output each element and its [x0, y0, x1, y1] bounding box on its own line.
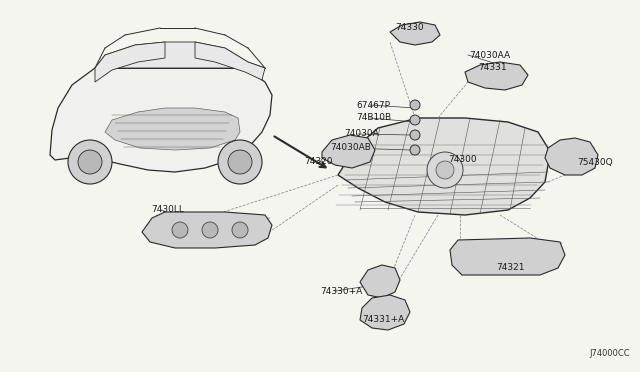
- Polygon shape: [338, 118, 548, 215]
- Polygon shape: [95, 42, 165, 82]
- Circle shape: [436, 161, 454, 179]
- Polygon shape: [105, 108, 240, 150]
- Text: 74030AB: 74030AB: [330, 144, 371, 153]
- Circle shape: [410, 115, 420, 125]
- Circle shape: [427, 152, 463, 188]
- Text: 74330: 74330: [395, 22, 424, 32]
- Circle shape: [78, 150, 102, 174]
- Text: 74B10B: 74B10B: [356, 113, 391, 122]
- Circle shape: [68, 140, 112, 184]
- Circle shape: [172, 222, 188, 238]
- Text: 67467P: 67467P: [356, 100, 390, 109]
- Circle shape: [202, 222, 218, 238]
- Polygon shape: [390, 22, 440, 45]
- Circle shape: [410, 145, 420, 155]
- Polygon shape: [465, 62, 528, 90]
- Text: 74321: 74321: [496, 263, 525, 272]
- Text: 74300: 74300: [448, 155, 477, 164]
- Text: 74030A: 74030A: [344, 129, 379, 138]
- Polygon shape: [50, 55, 272, 172]
- Circle shape: [410, 100, 420, 110]
- Text: 75430Q: 75430Q: [577, 157, 612, 167]
- Polygon shape: [95, 42, 265, 68]
- Text: 74030AA: 74030AA: [469, 51, 510, 60]
- Circle shape: [232, 222, 248, 238]
- Circle shape: [410, 130, 420, 140]
- Polygon shape: [545, 138, 598, 175]
- Circle shape: [218, 140, 262, 184]
- Polygon shape: [360, 295, 410, 330]
- Circle shape: [228, 150, 252, 174]
- Polygon shape: [322, 135, 375, 168]
- Text: 7430LL: 7430LL: [151, 205, 184, 215]
- Polygon shape: [450, 238, 565, 275]
- Text: J74000CC: J74000CC: [589, 349, 630, 358]
- Text: 74320: 74320: [304, 157, 333, 167]
- Text: 74330+A: 74330+A: [320, 286, 362, 295]
- Polygon shape: [360, 265, 400, 298]
- Polygon shape: [195, 42, 265, 80]
- Polygon shape: [142, 212, 272, 248]
- Text: 74331+A: 74331+A: [362, 315, 404, 324]
- Text: 74331: 74331: [478, 64, 507, 73]
